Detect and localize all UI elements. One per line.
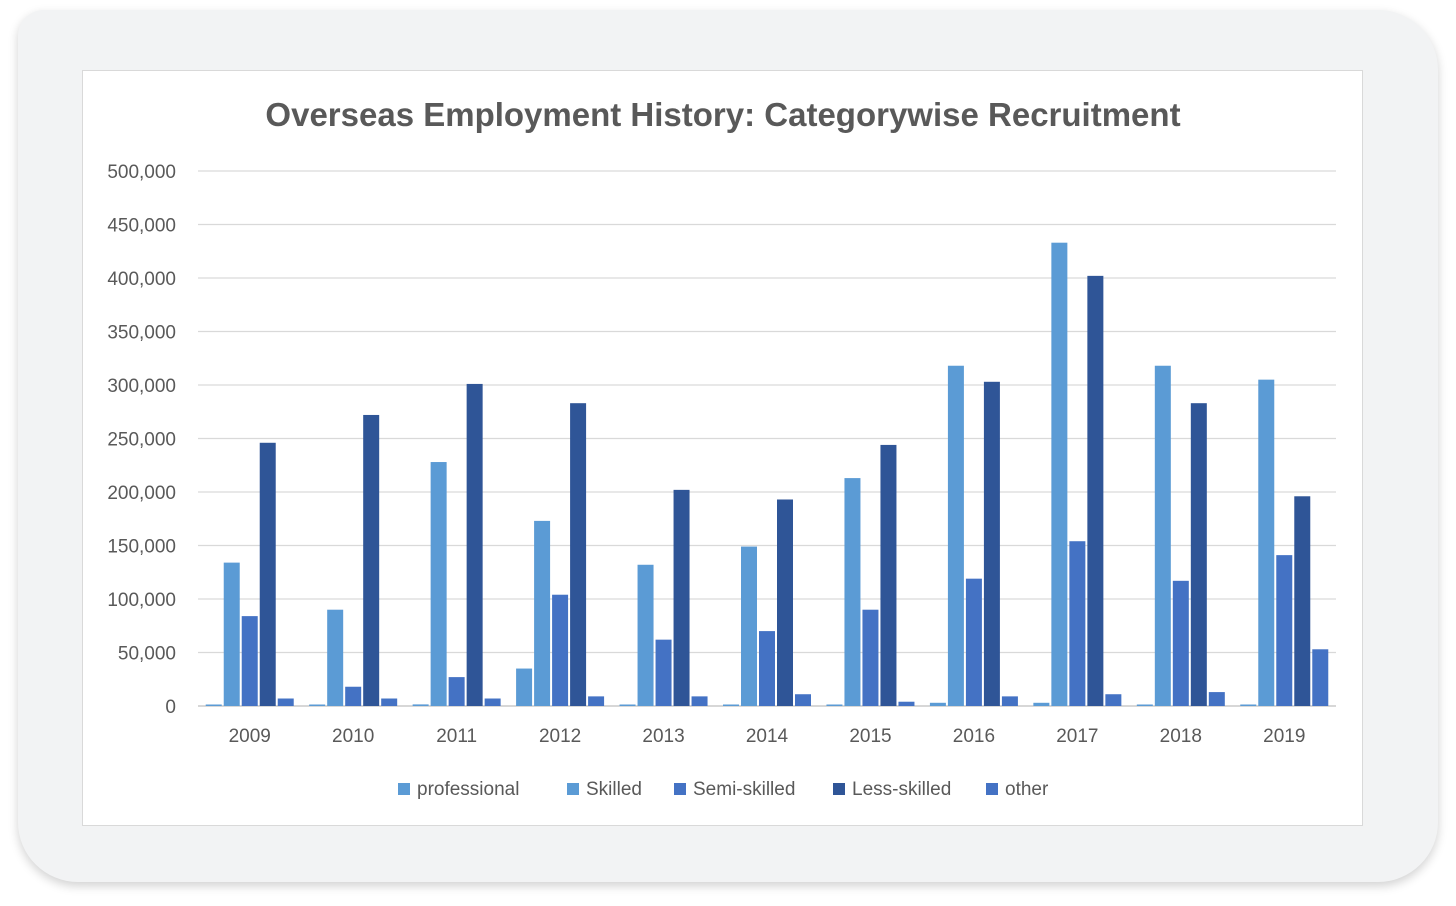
bar-less-skilled-2009 [259, 442, 276, 706]
bar-less-skilled-2019 [1294, 496, 1311, 706]
bar-semi-skilled-2011 [448, 677, 465, 706]
bar-professional-2017 [1033, 702, 1050, 706]
bar-other-2016 [1001, 696, 1018, 706]
legend-swatch [398, 783, 410, 795]
x-tick-label: 2019 [1263, 726, 1305, 747]
bar-other-2010 [381, 698, 398, 706]
legend-label: professional [417, 779, 519, 800]
bar-semi-skilled-2019 [1276, 555, 1293, 706]
bar-other-2019 [1312, 649, 1329, 706]
bar-less-skilled-2011 [466, 383, 483, 706]
bar-skilled-2015 [844, 478, 861, 706]
bar-skilled-2013 [637, 564, 654, 706]
y-tick-label: 300,000 [107, 376, 176, 397]
y-tick-label: 500,000 [107, 162, 176, 183]
x-tick-label: 2013 [642, 726, 684, 747]
bar-semi-skilled-2009 [241, 616, 258, 706]
y-tick-label: 150,000 [107, 537, 176, 558]
bar-skilled-2011 [430, 462, 447, 706]
bar-professional-2011 [412, 704, 429, 706]
y-tick-label: 400,000 [107, 269, 176, 290]
bar-semi-skilled-2010 [345, 686, 362, 706]
x-tick-label: 2011 [436, 726, 477, 747]
bar-skilled-2010 [327, 609, 344, 706]
bar-other-2012 [588, 696, 605, 706]
x-axis: 2009 2010 2011 2012 2013 2014 2015 2016 2017 2018… [229, 726, 1306, 747]
bar-professional-2010 [309, 704, 326, 706]
bar-other-2011 [484, 698, 501, 706]
y-tick-label: 450,000 [107, 216, 176, 237]
chart-panel [82, 70, 1363, 826]
bar-semi-skilled-2013 [655, 639, 672, 706]
legend-swatch [567, 783, 579, 795]
legend-swatch [674, 783, 686, 795]
x-tick-label: 2009 [229, 726, 271, 747]
bar-less-skilled-2014 [777, 499, 793, 706]
y-tick-label: 50,000 [118, 644, 176, 665]
bar-skilled-2012 [534, 520, 551, 706]
legend-label: other [1005, 779, 1049, 800]
bar-skilled-2016 [947, 365, 964, 706]
bar-less-skilled-2010 [363, 414, 380, 706]
y-tick-label: 350,000 [107, 323, 176, 344]
legend-label: Semi-skilled [693, 779, 795, 800]
bar-skilled-2019 [1258, 379, 1275, 706]
bars [205, 242, 1329, 706]
bar-skilled-2017 [1051, 242, 1068, 706]
bar-less-skilled-2016 [983, 381, 1000, 706]
x-tick-label: 2015 [849, 726, 891, 747]
bar-other-2014 [795, 694, 811, 706]
bar-semi-skilled-2016 [965, 578, 982, 706]
y-tick-label: 0 [165, 697, 176, 718]
bar-other-2009 [277, 698, 294, 706]
y-axis: 0 50,000 100,000 150,000 200,000 250,000 300,0… [107, 162, 176, 718]
y-tick-label: 200,000 [107, 483, 176, 504]
bar-less-skilled-2017 [1087, 275, 1104, 706]
bar-professional-2016 [929, 702, 946, 706]
bar-professional-2019 [1240, 704, 1257, 706]
bar-less-skilled-2013 [673, 489, 690, 706]
bar-semi-skilled-2012 [552, 594, 569, 706]
bar-semi-skilled-2017 [1069, 541, 1086, 706]
bar-other-2015 [898, 701, 915, 706]
legend-swatch [986, 783, 998, 795]
legend-label: Skilled [586, 779, 642, 800]
bar-professional-2009 [205, 704, 222, 706]
x-tick-label: 2018 [1160, 726, 1202, 747]
bar-professional-2014 [723, 704, 739, 706]
bar-professional-2015 [826, 704, 843, 706]
legend-label: Less-skilled [852, 779, 951, 800]
bar-skilled-2009 [223, 562, 240, 706]
bar-semi-skilled-2014 [759, 631, 775, 706]
bar-other-2017 [1105, 694, 1122, 706]
bar-less-skilled-2015 [880, 444, 897, 706]
bar-skilled-2018 [1154, 365, 1171, 706]
bar-skilled-2014 [741, 546, 757, 706]
chart-title: Overseas Employment History: Categorywis… [265, 96, 1180, 133]
bar-less-skilled-2018 [1190, 403, 1207, 706]
bar-professional-2012 [516, 668, 533, 706]
x-tick-label: 2012 [539, 726, 581, 747]
x-tick-label: 2010 [332, 726, 374, 747]
x-tick-label: 2016 [953, 726, 995, 747]
bar-semi-skilled-2018 [1172, 580, 1189, 706]
bar-professional-2013 [619, 704, 636, 706]
bar-professional-2018 [1136, 704, 1153, 706]
bar-less-skilled-2012 [570, 403, 587, 706]
bar-semi-skilled-2015 [862, 609, 879, 706]
y-tick-label: 250,000 [107, 430, 176, 451]
y-tick-label: 100,000 [107, 590, 176, 611]
x-tick-label: 2014 [746, 726, 789, 747]
bar-other-2013 [691, 696, 708, 706]
bar-other-2018 [1208, 692, 1225, 706]
legend-swatch [833, 783, 845, 795]
gridlines [198, 170, 1336, 707]
x-tick-label: 2017 [1056, 726, 1098, 747]
legend: professional Skilled Semi-skilled Less-skil… [398, 779, 1049, 800]
